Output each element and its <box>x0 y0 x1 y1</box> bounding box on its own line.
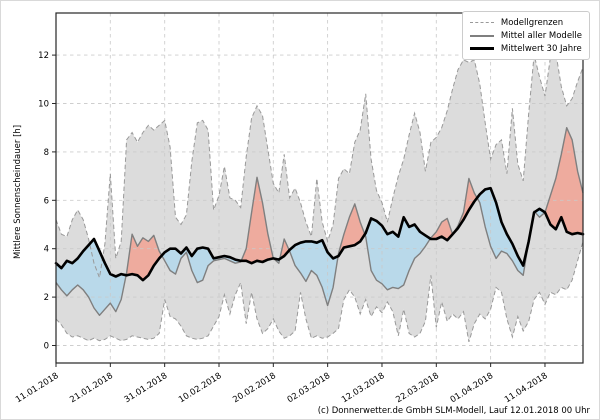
y-tick-label: 2 <box>44 293 49 303</box>
legend-item-mittelwert-30-jahre: Mittelwert 30 Jahre <box>469 42 582 55</box>
legend-label: Mittel aller Modelle <box>500 30 582 41</box>
fill-model-above-mean <box>545 127 583 235</box>
y-tick-label: 8 <box>44 148 49 158</box>
fill-model-below-mean <box>364 217 431 290</box>
plot-border <box>55 12 584 364</box>
black-line-sample-icon <box>469 47 494 50</box>
fill-model-above-mean <box>126 234 162 281</box>
x-tick-label: 22.03.2018 <box>394 371 441 405</box>
model-mean-line <box>55 127 584 316</box>
dashed-line-sample-icon <box>469 22 494 23</box>
legend-label: Mittelwert 30 Jahre <box>500 43 582 54</box>
model-envelope-upper-line <box>55 51 584 280</box>
y-tick-label: 6 <box>44 196 49 206</box>
y-tick-label: 0 <box>44 342 49 352</box>
model-envelope-lower-line <box>55 241 584 343</box>
y-tick-label: 10 <box>38 100 49 110</box>
model-envelope-band <box>56 52 583 342</box>
legend-item-mittel-aller-modelle: Mittel aller Modelle <box>469 29 582 42</box>
x-tick-label: 31.01.2018 <box>123 371 170 405</box>
x-tick-label: 10.02.2018 <box>177 371 224 405</box>
legend: Modellgrenzen Mittel aller Modelle Mitte… <box>461 11 590 60</box>
copyright-caption: (c) Donnerwetter.de GmbH SLM-Modell, Lau… <box>317 406 590 416</box>
gray-line-sample-icon <box>469 34 494 37</box>
x-tick-label: 01.04.2018 <box>449 371 496 405</box>
x-tick-label: 11.04.2018 <box>503 371 550 405</box>
legend-item-modellgrenzen: Modellgrenzen <box>469 16 582 29</box>
fill-model-above-mean <box>241 177 274 264</box>
legend-label: Modellgrenzen <box>500 17 564 28</box>
fill-model-below-mean <box>56 239 127 316</box>
fill-model-above-mean <box>430 178 478 241</box>
x-tick-label: 12.03.2018 <box>340 371 387 405</box>
mean30-line <box>54 186 585 282</box>
y-tick-label: 4 <box>44 245 49 255</box>
y-tick-label: 12 <box>38 51 49 61</box>
x-tick-label: 02.03.2018 <box>286 371 333 405</box>
x-tick-label: 21.01.2018 <box>68 371 115 405</box>
x-tick-label: 20.02.2018 <box>231 371 278 405</box>
fill-model-above-mean <box>279 239 290 259</box>
fill-model-below-mean <box>289 240 339 306</box>
y-axis-label: Mittlere Sonnenscheindauer [h] <box>13 124 23 259</box>
x-tick-label: 11.01.2018 <box>14 371 61 405</box>
fill-model-below-mean <box>161 247 242 283</box>
